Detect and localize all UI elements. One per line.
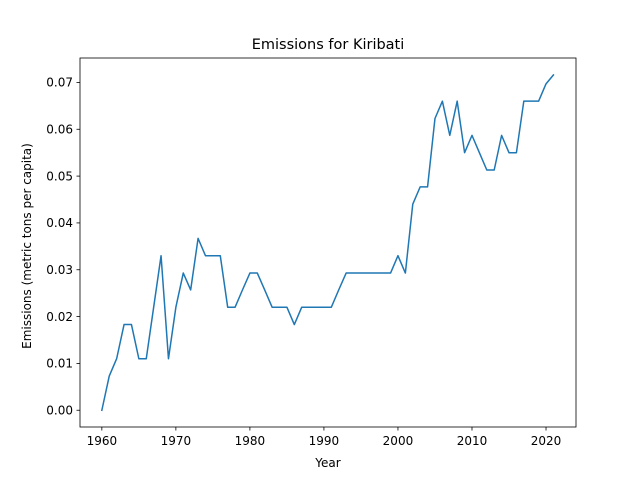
x-tick-label: 1990 [309, 434, 340, 448]
y-tick-label: 0.04 [46, 216, 73, 230]
y-tick-label: 0.07 [46, 76, 73, 90]
x-tick-label: 2020 [531, 434, 562, 448]
x-tick-label: 2000 [383, 434, 414, 448]
x-tick-label: 1980 [235, 434, 266, 448]
y-tick-label: 0.02 [46, 310, 73, 324]
y-axis-label: Emissions (metric tons per capita) [20, 143, 34, 349]
y-tick-label: 0.03 [46, 263, 73, 277]
axes-frame [79, 57, 577, 428]
chart-title: Emissions for Kiribati [252, 37, 405, 53]
x-tick-label: 1960 [87, 434, 118, 448]
y-tick-label: 0.06 [46, 123, 73, 137]
plot-layer: 1960 1970 1980 1990 2000 2010 2020 0.00 0.01 0.02… [46, 57, 577, 448]
y-tick-label: 0.00 [46, 404, 73, 418]
x-axis-label: Year [314, 456, 340, 470]
series-line-0 [100, 73, 555, 412]
x-tick-label: 2010 [457, 434, 488, 448]
y-tick-label: 0.05 [46, 169, 73, 183]
y-tick-label: 0.01 [46, 357, 73, 371]
x-tick-label: 1970 [161, 434, 192, 448]
